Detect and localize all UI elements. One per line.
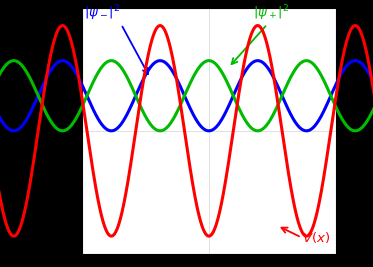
Text: $|\psi_-|^2$: $|\psi_-|^2$ [84, 3, 120, 23]
Text: $|\psi_+|^2$: $|\psi_+|^2$ [253, 3, 289, 23]
Text: $V(x)$: $V(x)$ [301, 230, 330, 245]
